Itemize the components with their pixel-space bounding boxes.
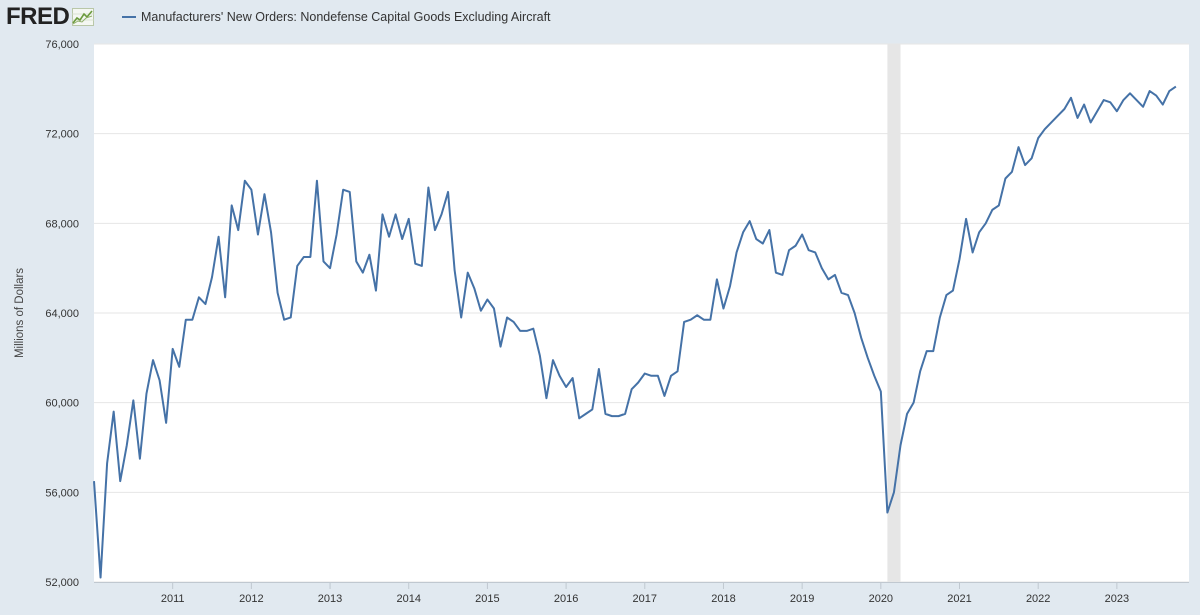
x-tick-label: 2012: [239, 593, 263, 605]
y-tick-label: 52,000: [45, 577, 79, 589]
legend-series-label: Manufacturers' New Orders: Nondefense Ca…: [141, 10, 551, 24]
x-tick-label: 2016: [554, 593, 578, 605]
y-tick-label: 64,000: [45, 308, 79, 320]
y-tick-label: 76,000: [45, 39, 79, 51]
x-axis: 2011 2012 2013 2014 2015 2016 2017 2018 2019 2020…: [94, 582, 1189, 605]
y-tick-label: 60,000: [45, 398, 79, 410]
grid-layer: [94, 43, 1189, 583]
x-tick-label: 2023: [1105, 593, 1129, 605]
series-line[interactable]: [93, 85, 1177, 579]
y-tick-label: 72,000: [45, 129, 79, 141]
y-axis-title: Millions of Dollars: [14, 268, 26, 358]
legend-swatch: [122, 16, 136, 18]
fred-logo-text: FRED: [6, 3, 70, 30]
x-tick-label: 2013: [318, 593, 342, 605]
y-axis: 52,000 56,000 60,000 64,000 68,000 72,000 76,0…: [45, 39, 79, 589]
x-tick-label: 2018: [711, 593, 735, 605]
legend[interactable]: Manufacturers' New Orders: Nondefense Ca…: [122, 8, 551, 26]
series-layer: [93, 85, 1177, 579]
x-tick-label: 2017: [633, 593, 657, 605]
y-tick-label: 68,000: [45, 218, 79, 230]
x-tick-label: 2022: [1026, 593, 1050, 605]
fred-logo[interactable]: FRED: [6, 3, 95, 31]
line-chart-icon: [72, 8, 95, 26]
x-tick-label: 2015: [475, 593, 499, 605]
y-tick-label: 56,000: [45, 487, 79, 499]
x-tick-label: 2014: [396, 593, 420, 605]
x-tick-label: 2021: [947, 593, 971, 605]
x-tick-label: 2019: [790, 593, 814, 605]
chart-header: FRED Manufacturers' New Orders: Nondefen…: [0, 0, 1200, 34]
x-tick-label: 2020: [869, 593, 893, 605]
x-tick-label: 2011: [161, 593, 185, 605]
